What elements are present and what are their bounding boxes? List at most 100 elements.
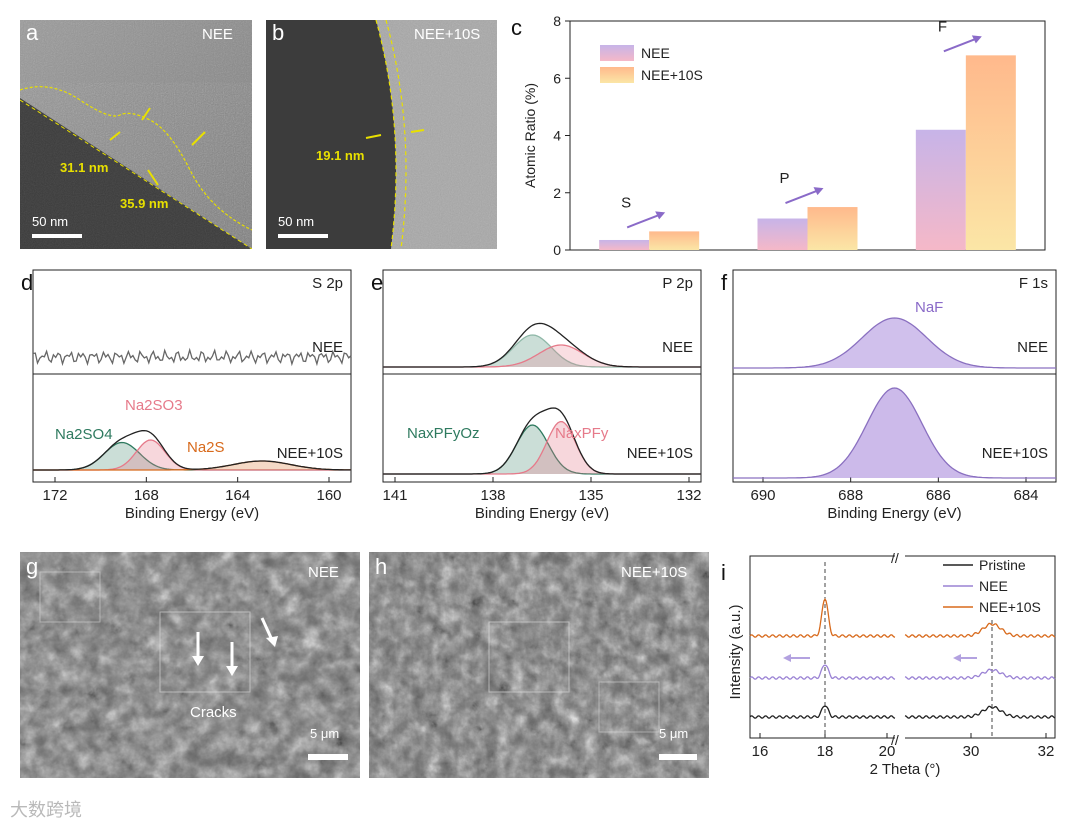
panel-c: c 0 2 4 6 8 Atomic Ratio (%) S P F NEE NEE+10S — [505, 5, 1065, 260]
panel-a-scale-bar — [32, 234, 82, 238]
xps-d-frame — [32, 269, 352, 483]
xps-f-title: F 1s — [1019, 275, 1048, 292]
label-naf: NaF — [915, 299, 943, 316]
panel-a-measure-1: 31.1 nm — [60, 160, 109, 175]
xrd-x-tick-label: 16 — [752, 743, 769, 760]
peak-na2so4-fill — [33, 442, 351, 470]
y-tick-label: 4 — [553, 128, 561, 144]
panel-a-image — [20, 20, 252, 249]
panel-a-measure-2: 35.9 nm — [120, 196, 169, 211]
legend-label-nee10s: NEE+10S — [641, 67, 703, 83]
y-axis-label: Atomic Ratio (%) — [522, 83, 538, 188]
legend-swatch-nee — [600, 45, 634, 61]
trend-arrowhead — [813, 187, 824, 196]
xps-e-title: P 2p — [662, 275, 693, 292]
xrd-line-nee10s-left — [749, 597, 896, 638]
label-naxpfyoz: NaxPFyOz — [407, 425, 480, 442]
xps-f-frame — [732, 269, 1057, 483]
panel-e: e P 2p NEE NEE+10S 141 138 135 132 Binding Energ… — [365, 262, 715, 542]
xps-d-x-tick-label: 164 — [225, 487, 250, 504]
nee-envelope — [383, 322, 701, 368]
xps-f-x-tick-label: 688 — [838, 487, 863, 504]
bar-nee-s — [599, 239, 650, 250]
panel-g-scale-bar — [308, 754, 348, 760]
xps-e-x-tick-label: 132 — [676, 487, 701, 504]
panel-a-letter: a — [26, 20, 39, 45]
xps-e-frame — [382, 269, 702, 483]
watermark: 大数跨境 — [10, 800, 82, 820]
y-tick-label: 6 — [553, 70, 561, 86]
xrd-line-pristine-right — [904, 705, 1056, 719]
bar-nee-p — [757, 218, 808, 250]
xrd-x-tick-label: 18 — [817, 743, 834, 760]
xps-d-x-tick-label: 172 — [42, 487, 67, 504]
peak-naxpfyoz-fill — [383, 425, 701, 474]
axis-break-bottom — [895, 734, 905, 742]
xps-d-title: S 2p — [312, 275, 343, 292]
panel-d: d S 2p NEE NEE+10S 172 168 164 160 Binding Energ… — [15, 262, 365, 542]
xrd-chart: // // 16 18 20 30 32 2 Theta (°) Intensity (a.u.… — [727, 550, 1056, 778]
panel-i: i // // 16 18 20 30 32 2 Theta (°) Intensity (a.… — [715, 550, 1075, 790]
panel-g-letter: g — [26, 554, 39, 579]
bar-nee10s-s — [649, 231, 700, 250]
nee10s-naf-peak — [733, 387, 1056, 479]
trend-arrow-s — [626, 212, 664, 229]
xrd-line-nee-right — [904, 668, 1056, 680]
category-label-s: S — [621, 194, 631, 211]
y-tick-label: 0 — [553, 242, 561, 258]
label-na2so4: Na2SO4 — [55, 426, 113, 443]
panel-h-scale-text: 5 μm — [659, 726, 689, 741]
panel-b-label: NEE+10S — [414, 26, 481, 43]
axis-break-top — [895, 552, 905, 560]
bar-nee10s-p — [807, 207, 858, 250]
trend-arrowhead — [971, 35, 982, 44]
xps-f-bottom-label: NEE+10S — [982, 445, 1048, 462]
shift-arrowhead-left — [783, 654, 791, 662]
xps-e-bottom-label: NEE+10S — [627, 445, 693, 462]
bar-nee10s-f — [965, 55, 1016, 250]
xps-f-x-tick-label: 684 — [1013, 487, 1038, 504]
panel-h-label: NEE+10S — [621, 564, 688, 581]
panel-g-label: NEE — [308, 564, 339, 581]
xps-e-x-tick-label: 135 — [578, 487, 603, 504]
panel-b-letter: b — [272, 20, 285, 45]
label-na2so3: Na2SO3 — [125, 397, 183, 414]
panel-h-letter: h — [375, 554, 388, 579]
xps-d-x-tick-label: 168 — [134, 487, 159, 504]
panel-c-letter: c — [511, 15, 522, 40]
envelope-fit — [33, 429, 351, 471]
trend-arrow-f — [943, 36, 981, 53]
peak-na2s-fill — [33, 461, 351, 470]
xps-d-bottom-label: NEE+10S — [277, 445, 343, 462]
xps-f-x-tick-label: 690 — [750, 487, 775, 504]
legend-label-2: NEE+10S — [979, 599, 1041, 615]
panel-g-sem-image: g NEE Cracks 5 μm — [20, 552, 360, 778]
nee-peak-2-fill — [383, 345, 701, 367]
nee-raw-spectrum — [32, 347, 352, 367]
y-tick-label: 8 — [553, 13, 561, 29]
xps-f-letter: f — [721, 270, 728, 295]
xrd-frame — [749, 555, 1056, 739]
xrd-line-pristine-left — [749, 705, 896, 719]
xps-e-top-label: NEE — [662, 339, 693, 356]
y-tick-label: 2 — [553, 185, 561, 201]
panel-b-scale-text: 50 nm — [278, 214, 315, 229]
category-label-p: P — [780, 170, 790, 187]
xrd-line-nee-left — [749, 664, 896, 680]
legend-label-nee: NEE — [641, 45, 670, 61]
panel-g-cracks-label: Cracks — [190, 704, 237, 721]
panel-h-scale-bar — [659, 754, 697, 760]
panel-b-image — [266, 20, 497, 249]
nee10s-naf-peak-fill — [733, 388, 1056, 478]
xps-f-x-tick-label: 686 — [926, 487, 951, 504]
label-naxpfy: NaxPFy — [555, 425, 609, 442]
atomic-ratio-bar-chart: 0 2 4 6 8 Atomic Ratio (%) S P F NEE NEE+10S — [522, 13, 1046, 258]
panel-h-image — [369, 552, 709, 778]
xps-d-x-axis-label: Binding Energy (eV) — [125, 505, 259, 522]
nee-naf-peak-fill — [733, 318, 1056, 368]
panel-g-image — [20, 552, 360, 778]
xrd-y-axis-label: Intensity (a.u.) — [727, 604, 744, 699]
xps-s2p-chart: d S 2p NEE NEE+10S 172 168 164 160 Binding Energ… — [21, 269, 352, 522]
panel-b-scale-bar — [278, 234, 328, 238]
xps-p2p-chart: e P 2p NEE NEE+10S 141 138 135 132 Binding Energ… — [371, 269, 702, 522]
